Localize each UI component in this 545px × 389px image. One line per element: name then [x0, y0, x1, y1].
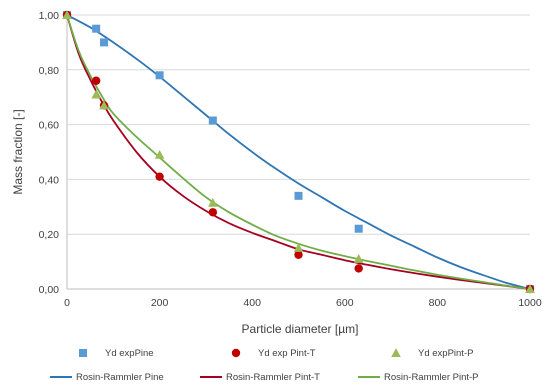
data-markers: [62, 10, 535, 294]
line-series-2: [66, 14, 531, 290]
x-tick-label-5: 1000: [518, 297, 542, 309]
y-tick-label-3: 0,60: [39, 120, 60, 132]
point-s0-3: [155, 71, 164, 80]
legend-label-line-0: Rosin-Rammler Pine: [76, 372, 164, 383]
point-s0-2: [100, 38, 109, 47]
point-s1-6: [354, 264, 363, 273]
y-tick-label-2: 0,40: [39, 174, 60, 186]
point-s2-3: [154, 149, 165, 159]
axes: [66, 15, 530, 290]
legend-label-line-1: Rosin-Rammler Pint-T: [226, 372, 320, 383]
point-s2-6: [353, 254, 364, 263]
point-s2-7: [525, 284, 535, 293]
x-tick-label-1: 200: [151, 297, 169, 309]
point-s0-1: [92, 24, 101, 33]
line-series-0: [66, 14, 531, 290]
point-s2-5: [293, 243, 304, 252]
tick-labels: 0,00 0,20 0,40 0,60 0,80 1,00 0 200 400 600 800 100…: [39, 10, 542, 309]
point-s1-5: [294, 250, 303, 259]
legend-marker-0: [79, 349, 87, 357]
legend-label-scatter-0: Yd expPine: [105, 348, 154, 359]
x-tick-label-4: 800: [429, 297, 447, 309]
x-tick-label-2: 400: [243, 297, 261, 309]
y-tick-label-5: 1,00: [39, 10, 60, 22]
point-s0-6: [354, 224, 363, 233]
legend-label-scatter-1: Yd exp Pint-T: [258, 348, 316, 359]
point-s1-1: [91, 76, 101, 85]
x-tick-label-3: 600: [336, 297, 354, 309]
point-s2-0: [62, 10, 72, 19]
legend: Yd expPine Yd exp Pint-T Yd expPint-P Rosin…: [50, 348, 479, 383]
y-tick-label-1: 0,20: [39, 229, 60, 241]
point-s0-5: [294, 191, 303, 200]
point-s1-3: [155, 172, 164, 181]
y-tick-label-0: 0,00: [39, 284, 60, 296]
point-s1-4: [208, 208, 218, 217]
point-s2-2: [99, 100, 109, 110]
point-s0-4: [208, 116, 217, 125]
legend-marker-2: [391, 348, 401, 357]
line-series-1: [66, 14, 531, 290]
legend-label-line-2: Rosin-Rammler Pint-P: [384, 372, 479, 383]
gridlines: [67, 14, 530, 235]
x-axis-title: Particle diameter [µm]: [242, 322, 359, 336]
y-tick-label-4: 0,80: [39, 65, 60, 77]
fit-curves: [66, 14, 531, 290]
y-axis-title: Mass fraction [-]: [11, 109, 25, 194]
x-tick-label-0: 0: [64, 297, 70, 309]
point-s2-1: [91, 89, 101, 99]
legend-marker-1: [231, 348, 241, 358]
legend-label-scatter-2: Yd expPint-P: [418, 348, 473, 359]
point-s2-4: [208, 197, 218, 207]
